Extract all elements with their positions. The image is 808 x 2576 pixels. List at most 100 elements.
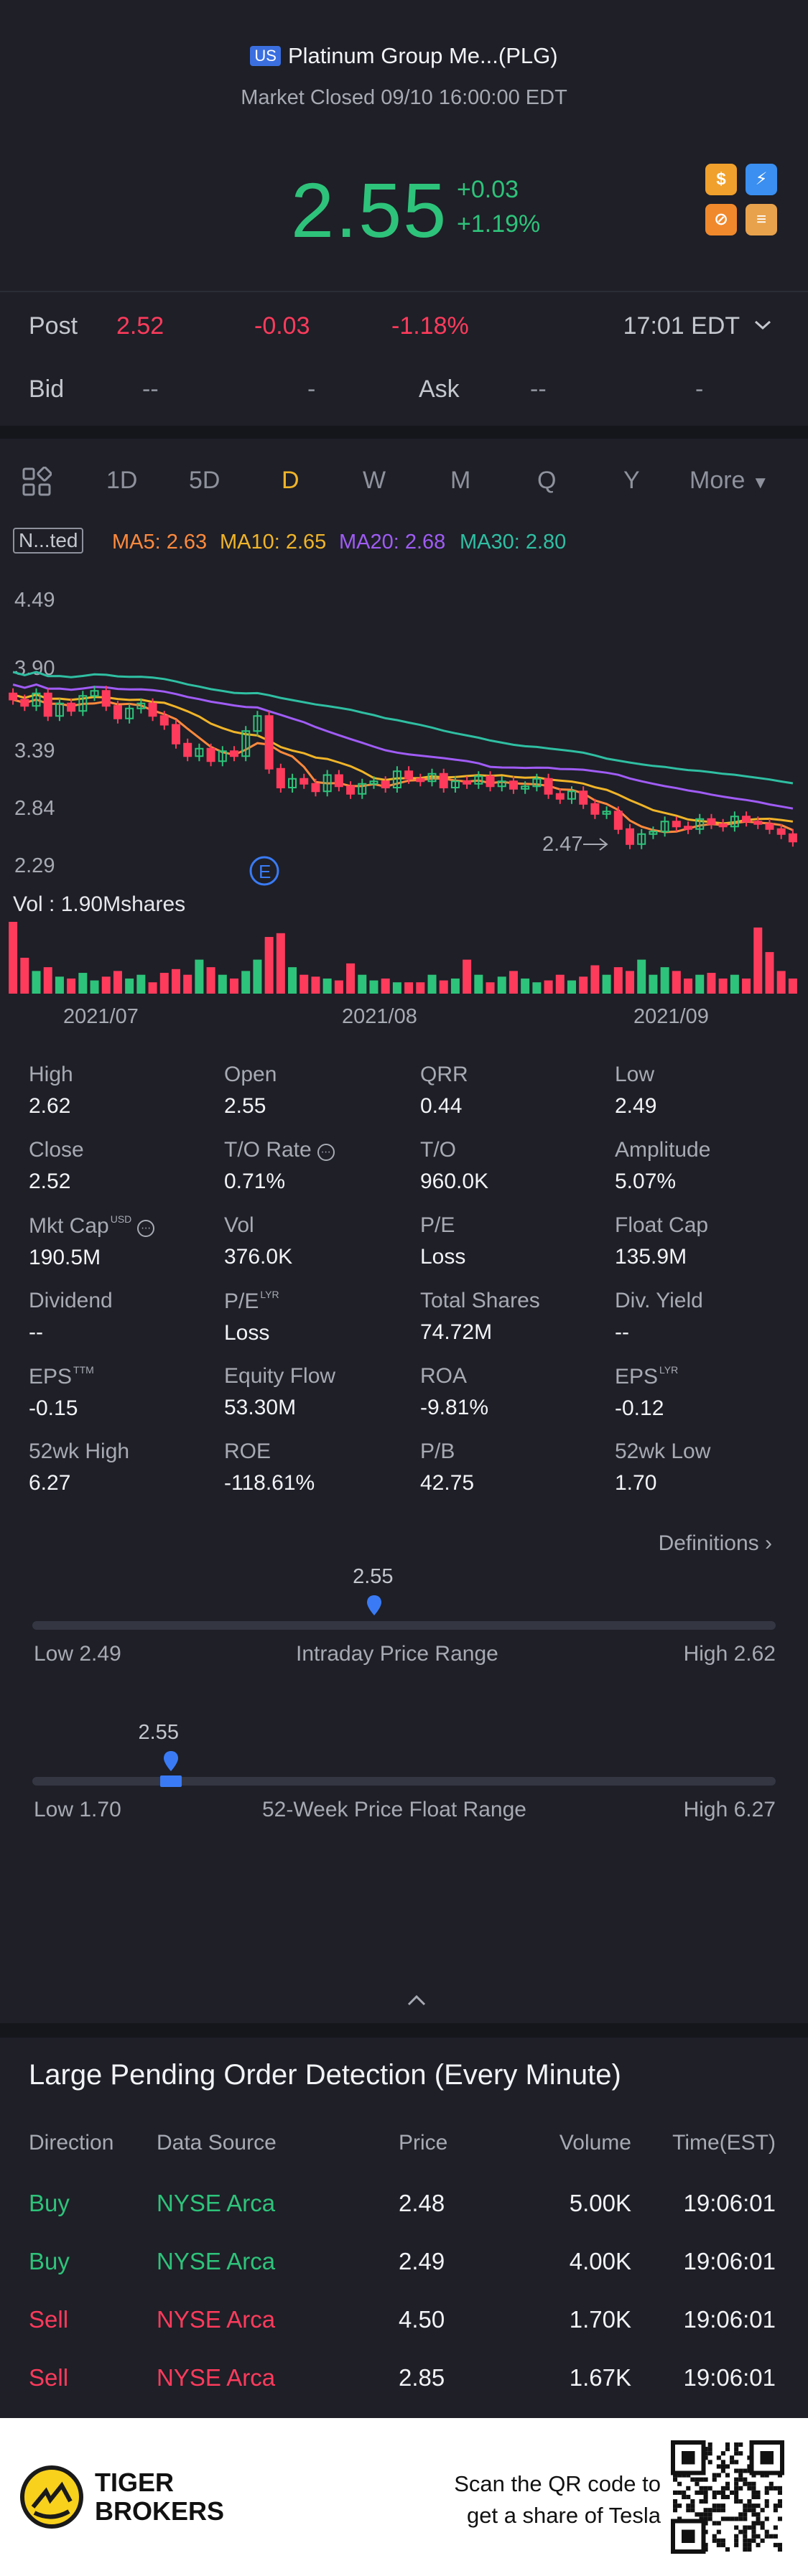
candle-body [148,702,157,717]
stat-value: 0.44 [420,1094,463,1118]
tab-week[interactable]: W [363,467,386,494]
info-icon[interactable]: ⋯ [137,1220,155,1237]
week52-title: 52-Week Price Float Range [262,1798,526,1821]
post-time-dropdown[interactable]: 17:01 EDT [623,312,772,340]
volume-bar [358,974,367,994]
candlestick-chart[interactable]: 4.493.903.392.842.292.47E [0,574,808,1005]
volume-bar [427,974,437,994]
candle-body [90,690,99,697]
volume-bar [67,978,76,994]
candle-body [78,695,88,712]
table-row[interactable]: Sell NYSE Arca 2.85 1.67K 19:06:01 [0,2364,808,2422]
candle-body [684,826,693,830]
stat-value: -118.61% [224,1471,315,1495]
intraday-title: Intraday Price Range [296,1642,498,1666]
tab-year[interactable]: Y [623,467,640,494]
volume-bar [626,971,635,994]
ticker-title-row[interactable]: US Platinum Group Me...(PLG) [0,43,808,69]
price-change-block: +0.03 +1.19% [457,172,540,241]
stat-value: -9.81% [420,1396,489,1419]
volume-bar [125,978,134,994]
volume-bar [718,978,728,994]
candle-body [555,793,565,800]
intraday-current-value: 2.55 [353,1565,394,1588]
location-pin-icon [163,1751,178,1771]
stat-label: Vol [224,1213,418,1238]
stat-item: Dividend -- [29,1289,223,1345]
info-icon[interactable]: ⋯ [317,1144,335,1161]
week52-high: High 6.27 [683,1798,776,1821]
volume-bar [684,978,693,994]
ma10-line [12,693,794,825]
chevron-right-icon: › [765,1531,772,1555]
candle-body [195,747,204,757]
stat-label-text: Low [615,1063,655,1086]
brand-line1: TIGER [95,2468,175,2497]
lightning-icon[interactable]: ⚡ [746,164,777,195]
volume-bar [450,978,460,994]
order-source: NYSE Arca [157,2248,276,2274]
post-price: 2.52 [116,312,164,340]
price-chart[interactable]: 4.49 3.90 3.39 2.84 2.29 2.47 E [0,574,808,1005]
candle-body [311,783,320,793]
volume-bar [532,982,542,994]
candle-body [264,715,274,770]
order-time: 19:06:01 [683,2248,776,2274]
stat-superscript: TTM [73,1364,94,1376]
definitions-link[interactable]: Definitions › [659,1531,772,1556]
order-price: 2.48 [399,2190,445,2216]
stat-label-text: Dividend [29,1289,113,1312]
order-source: NYSE Arca [157,2306,276,2333]
candle-body [9,692,18,701]
stat-value: 960.0K [420,1170,489,1193]
stat-label-text: 52wk High [29,1439,130,1463]
order-direction: Sell [29,2364,69,2391]
candle-body [695,818,705,830]
stat-item: 52wk Low 1.70 [615,1439,808,1495]
table-row[interactable]: Buy NYSE Arca 2.49 4.00K 19:06:01 [0,2248,808,2305]
candle-body [567,790,576,800]
tab-1d[interactable]: 1D [106,467,138,494]
stat-item: P/E LYR Loss [224,1289,418,1345]
stat-label-text: EPS [29,1365,73,1389]
stat-label-text: Div. Yield [615,1289,703,1312]
table-row[interactable]: Sell NYSE Arca 4.50 1.70K 19:06:01 [0,2306,808,2363]
collapse-chevron-icon[interactable] [406,1993,427,2007]
tab-day[interactable]: D [282,467,299,494]
stat-item: EPS TTM -0.15 [29,1364,223,1421]
period-tabs: 1D 5D D W M Q Y More ▼ [0,445,808,517]
tab-quarter[interactable]: Q [537,467,557,494]
table-row[interactable]: Buy NYSE Arca 2.48 5.00K 19:06:01 [0,2190,808,2247]
stat-value: Loss [224,1321,270,1345]
stat-value: 42.75 [420,1471,475,1495]
stat-label: Close [29,1138,223,1162]
education-icon[interactable]: ≡ [746,204,777,235]
candle-body [626,828,635,845]
tab-5d[interactable]: 5D [189,467,220,494]
tab-more[interactable]: More ▼ [689,467,769,495]
stat-superscript: USD [110,1213,132,1225]
week52-low: Low 1.70 [34,1798,121,1821]
qr-code[interactable] [669,2438,786,2556]
stat-label: Div. Yield [615,1289,808,1313]
stat-label: High [29,1063,223,1087]
volume-bar [463,959,472,994]
volume-bar [742,978,751,994]
post-label: Post [29,312,78,340]
ma20-line [12,683,794,810]
post-market-row[interactable]: Post 2.52 -0.03 -1.18% 17:01 EDT [0,291,808,360]
layout-grid-icon[interactable] [22,467,52,497]
stat-label: EPS TTM [29,1364,223,1389]
column-header: Data Source [157,2131,277,2155]
volume-bar [521,978,530,994]
ask-label: Ask [419,375,460,403]
indicator-tag[interactable]: N...ted [13,528,84,554]
stat-item: Div. Yield -- [615,1289,808,1345]
no-trade-icon[interactable]: ⊘ [705,204,737,235]
stat-item: Amplitude 5.07% [615,1138,808,1194]
volume-bar [672,971,681,994]
volume-bar [637,959,646,994]
tab-month[interactable]: M [450,467,471,494]
order-volume: 5.00K [569,2190,631,2216]
dollar-icon[interactable]: $ [705,164,737,195]
